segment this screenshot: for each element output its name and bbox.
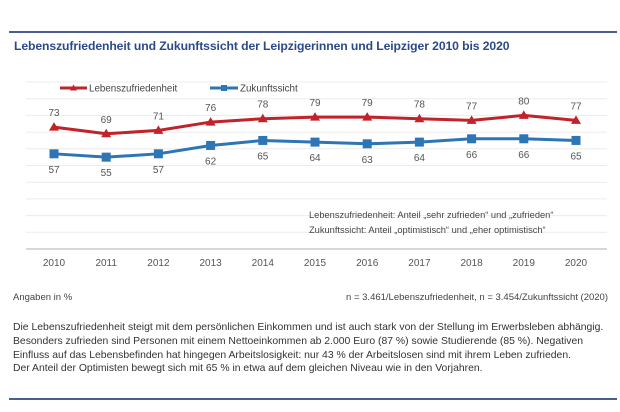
sample-size-note: n = 3.461/Lebenszufriedenheit, n = 3.454… <box>346 292 608 303</box>
x-tick-label: 2014 <box>252 258 275 269</box>
data-label: 64 <box>414 153 426 164</box>
data-label: 66 <box>466 150 478 161</box>
data-label: 64 <box>309 153 321 164</box>
data-label: 77 <box>570 101 582 112</box>
paragraph-income: Die Lebenszufriedenheit steigt mit dem p… <box>13 322 604 361</box>
legend-label: Lebenszufriedenheit <box>89 84 178 95</box>
square-marker <box>571 135 581 145</box>
data-label: 78 <box>414 100 426 111</box>
legend-item-zukunftssicht: Zukunftssicht <box>210 84 298 95</box>
x-tick-labels: 2010 2011 2012 2013 2014 2015 2016 2017 2018 2019… <box>43 258 588 269</box>
series-layer: 73 69 71 76 78 79 79 78 77 80 77 57 55 57 62 65 64 63 64 66… <box>48 96 582 179</box>
x-tick-label: 2012 <box>147 258 170 269</box>
square-marker <box>206 140 216 150</box>
square-marker <box>467 134 477 144</box>
triangle-marker <box>205 117 216 126</box>
data-label: 79 <box>362 98 374 109</box>
data-label: 77 <box>466 101 478 112</box>
x-tick-label: 2017 <box>408 258 431 269</box>
annotation-lebenszufriedenheit: Lebenszufriedenheit: Anteil „sehr zufrie… <box>309 210 553 220</box>
data-label: 71 <box>153 111 165 122</box>
square-marker <box>101 152 111 162</box>
legend: Lebenszufriedenheit Zukunftssicht <box>60 84 298 95</box>
triangle-marker <box>466 115 477 124</box>
triangle-marker <box>518 110 529 119</box>
data-label: 76 <box>205 103 217 114</box>
data-label: 73 <box>48 108 60 119</box>
x-tick-label: 2011 <box>95 258 117 269</box>
square-marker <box>49 149 59 159</box>
x-tick-label: 2020 <box>565 258 588 269</box>
x-tick-label: 2018 <box>460 258 483 269</box>
legend-label: Zukunftssicht <box>240 84 298 95</box>
annotation-zukunftssicht: Zukunftssicht: Anteil „optimistisch“ und… <box>309 225 546 235</box>
body-text: Die Lebenszufriedenheit steigt mit dem p… <box>13 321 613 376</box>
triangle-marker <box>257 113 268 123</box>
triangle-marker <box>101 128 112 138</box>
x-tick-label: 2016 <box>356 258 379 269</box>
legend-item-lebenszufriedenheit: Lebenszufriedenheit <box>60 84 178 95</box>
data-label: 65 <box>257 151 269 162</box>
triangle-marker <box>310 112 320 121</box>
square-marker <box>414 137 424 147</box>
data-label: 55 <box>101 168 113 179</box>
square-marker <box>310 137 320 147</box>
x-tick-label: 2019 <box>513 258 536 269</box>
triangle-marker <box>571 115 581 124</box>
data-label: 78 <box>257 100 269 111</box>
triangle-marker <box>414 113 425 123</box>
square-marker <box>258 135 268 145</box>
line-chart: 2010 2011 2012 2013 2014 2015 2016 2017 2018 2019… <box>26 81 607 269</box>
chart-title: Lebenszufriedenheit und Zukunftssicht de… <box>14 39 510 53</box>
paragraph-optimists: Der Anteil der Optimisten bewegt sich mi… <box>13 363 483 375</box>
top-rule <box>9 31 617 33</box>
data-label: 62 <box>205 156 217 167</box>
series-zukunftssicht: 57 55 57 62 65 64 63 64 66 66 65 <box>48 134 582 179</box>
legend-square-icon <box>221 85 227 91</box>
chart-annotations: Lebenszufriedenheit: Anteil „sehr zufrie… <box>309 210 553 235</box>
data-label: 57 <box>153 165 165 176</box>
data-label: 69 <box>101 115 113 126</box>
data-label: 63 <box>362 155 374 166</box>
triangle-marker <box>49 122 59 131</box>
legend-triangle-icon <box>70 84 77 91</box>
data-label: 80 <box>518 96 530 107</box>
square-marker <box>362 139 372 149</box>
triangle-marker <box>153 125 164 134</box>
bottom-rule <box>9 398 617 400</box>
data-label: 65 <box>570 151 582 162</box>
data-label: 57 <box>48 165 60 176</box>
x-tick-label: 2015 <box>304 258 327 269</box>
data-label: 66 <box>518 150 530 161</box>
unit-note: Angaben in % <box>13 292 73 303</box>
x-tick-label: 2013 <box>199 258 222 269</box>
series-lebenszufriedenheit: 73 69 71 76 78 79 79 78 77 80 77 <box>48 96 582 138</box>
square-marker <box>519 134 529 144</box>
x-tick-label: 2010 <box>43 258 66 269</box>
triangle-marker <box>362 112 373 121</box>
data-label: 79 <box>309 98 321 109</box>
square-marker <box>153 149 163 159</box>
